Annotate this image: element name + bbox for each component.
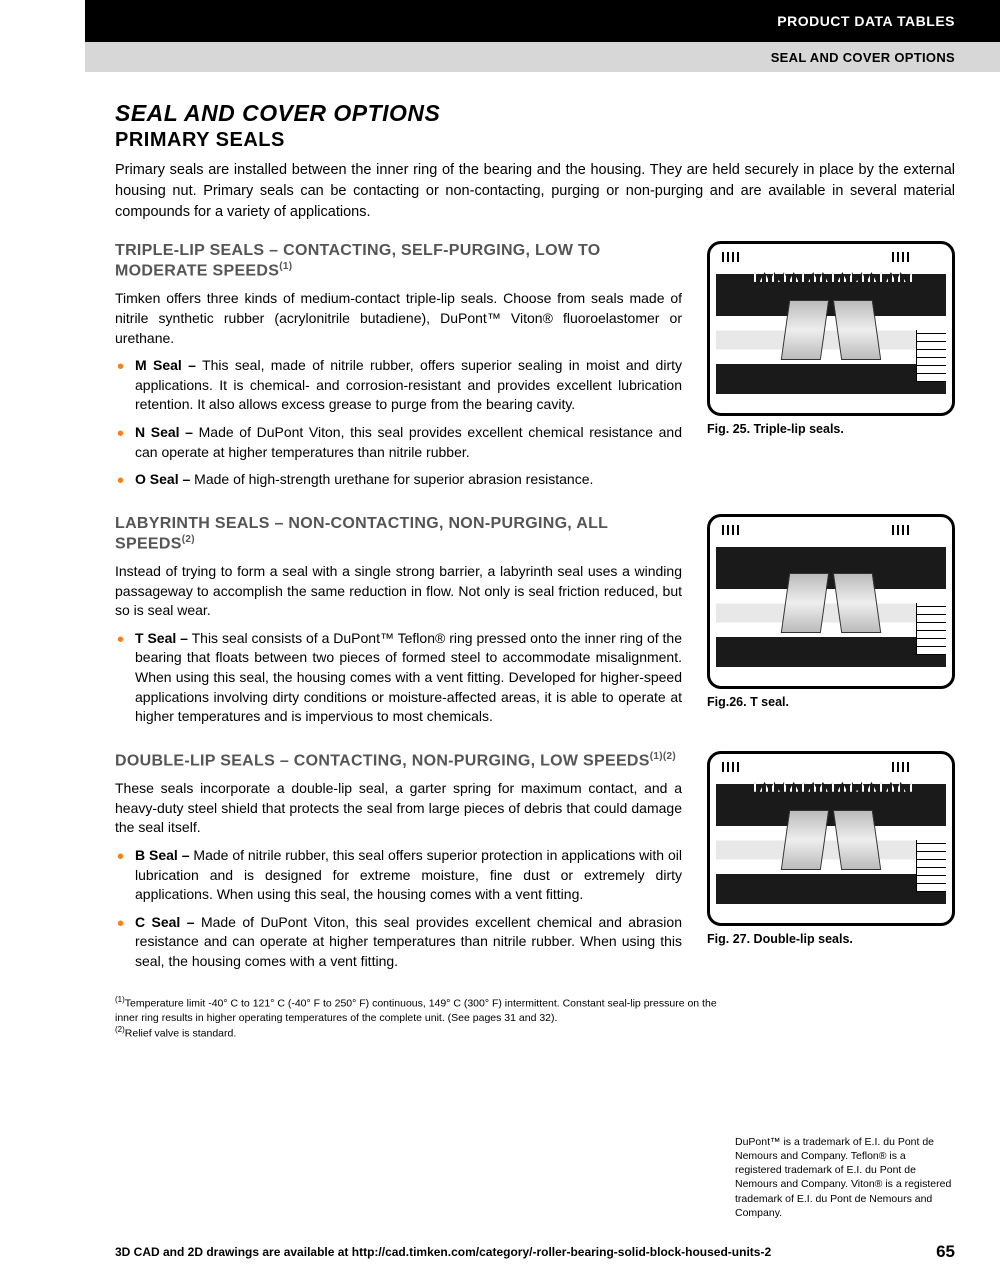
footer-text: 3D CAD and 2D drawings are available at … [115,1245,771,1259]
list-item: C Seal – Made of DuPont Viton, this seal… [133,913,682,972]
footnotes: (1)Temperature limit -40° C to 121° C (-… [115,995,735,1041]
intro-paragraph: Primary seals are installed between the … [115,160,955,223]
triple-list: M Seal – This seal, made of nitrile rubb… [115,356,682,490]
figure-26 [707,514,955,689]
section-labyrinth: LABYRINTH SEALS – NON-CONTACTING, NON-PU… [115,514,955,735]
list-item: N Seal – Made of DuPont Viton, this seal… [133,423,682,462]
labyrinth-body: Instead of trying to form a seal with a … [115,562,682,621]
labyrinth-list: T Seal – This seal consists of a DuPont™… [115,629,682,727]
page-footer: 3D CAD and 2D drawings are available at … [115,1242,955,1262]
list-item: T Seal – This seal consists of a DuPont™… [133,629,682,727]
list-item: M Seal – This seal, made of nitrile rubb… [133,356,682,415]
header-black-bar: PRODUCT DATA TABLES [85,0,1000,42]
main-title: SEAL AND COVER OPTIONS [115,100,955,127]
labyrinth-heading: LABYRINTH SEALS – NON-CONTACTING, NON-PU… [115,514,682,554]
double-body: These seals incorporate a double-lip sea… [115,779,682,838]
figure-27 [707,751,955,926]
triple-body: Timken offers three kinds of medium-cont… [115,289,682,348]
figure-25 [707,241,955,416]
header-black-text: PRODUCT DATA TABLES [777,13,955,29]
section-triple-lip: TRIPLE-LIP SEALS – CONTACTING, SELF-PURG… [115,241,955,498]
double-heading: DOUBLE-LIP SEALS – CONTACTING, NON-PURGI… [115,751,682,771]
figure-25-caption: Fig. 25. Triple-lip seals. [707,422,955,436]
list-item: B Seal – Made of nitrile rubber, this se… [133,846,682,905]
figure-26-caption: Fig.26. T seal. [707,695,955,709]
list-item: O Seal – Made of high-strength urethane … [133,470,682,490]
triple-heading: TRIPLE-LIP SEALS – CONTACTING, SELF-PURG… [115,241,682,281]
sub-title: PRIMARY SEALS [115,129,955,152]
header-gray-bar: SEAL AND COVER OPTIONS [85,42,1000,72]
double-list: B Seal – Made of nitrile rubber, this se… [115,846,682,972]
page-content: SEAL AND COVER OPTIONS PRIMARY SEALS Pri… [0,72,1000,1041]
figure-27-caption: Fig. 27. Double-lip seals. [707,932,955,946]
section-double-lip: DOUBLE-LIP SEALS – CONTACTING, NON-PURGI… [115,751,955,980]
header-gray-text: SEAL AND COVER OPTIONS [771,50,955,65]
page-number: 65 [936,1242,955,1262]
trademark-notice: DuPont™ is a trademark of E.I. du Pont d… [735,1135,955,1220]
